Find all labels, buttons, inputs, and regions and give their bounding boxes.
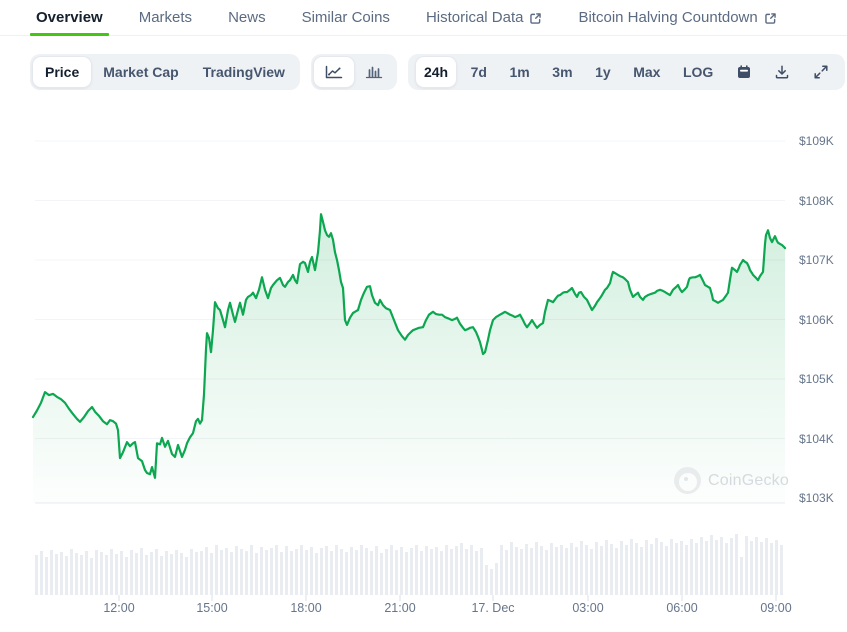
range-max-button[interactable]: Max: [633, 64, 661, 80]
tab-label: News: [228, 9, 266, 26]
coingecko-watermark: CoinGecko: [674, 467, 789, 494]
tradingview-toggle[interactable]: TradingView: [202, 64, 285, 80]
coingecko-logo-icon: [674, 467, 701, 494]
range-1m-button[interactable]: 1m: [509, 64, 530, 80]
calendar-button[interactable]: [728, 57, 760, 87]
range-24h-button[interactable]: 24h: [415, 57, 457, 87]
range-1y-button[interactable]: 1y: [595, 64, 611, 80]
download-icon: [776, 65, 789, 79]
range-7d-button[interactable]: 7d: [470, 64, 487, 80]
tab-label: Similar Coins: [301, 9, 390, 26]
log-scale-button[interactable]: LOG: [682, 64, 714, 80]
calendar-icon: [737, 65, 750, 78]
tab-bitcoin-halving-countdown[interactable]: Bitcoin Halving Countdown: [572, 0, 782, 35]
chart-toolbar: Price Market Cap TradingView 24h 7d 1m 3…: [30, 54, 845, 90]
watermark-label: CoinGecko: [708, 471, 789, 489]
market-cap-toggle[interactable]: Market Cap: [103, 64, 179, 80]
metric-toggle-group: Price Market Cap TradingView: [30, 54, 300, 90]
tab-label: Historical Data: [425, 9, 524, 26]
external-link-icon: [764, 12, 776, 24]
tab-historical-data[interactable]: Historical Data: [420, 0, 549, 35]
tab-label: Bitcoin Halving Countdown: [578, 9, 758, 26]
expand-icon: [814, 65, 828, 79]
tab-label: Overview: [36, 9, 103, 26]
chart-type-group: [310, 54, 397, 90]
line-chart-icon: [325, 65, 343, 79]
external-link-icon: [530, 12, 542, 24]
time-range-group: 24h 7d 1m 3m 1y Max LOG: [407, 54, 845, 90]
tab-similar-coins[interactable]: Similar Coins: [296, 0, 396, 35]
price-toggle[interactable]: Price: [33, 57, 92, 87]
download-button[interactable]: [766, 57, 798, 87]
fullscreen-button[interactable]: [805, 57, 837, 87]
candlestick-chart-toggle[interactable]: [354, 57, 394, 87]
coin-page-tabbar: Overview Markets News Similar Coins Hist…: [0, 0, 847, 36]
tab-markets[interactable]: Markets: [133, 0, 198, 35]
bar-chart-icon: [365, 66, 383, 79]
range-3m-button[interactable]: 3m: [552, 64, 573, 80]
tab-overview[interactable]: Overview: [30, 0, 109, 36]
tab-news[interactable]: News: [222, 0, 272, 35]
line-chart-toggle[interactable]: [313, 57, 354, 87]
tab-label: Markets: [138, 9, 193, 26]
